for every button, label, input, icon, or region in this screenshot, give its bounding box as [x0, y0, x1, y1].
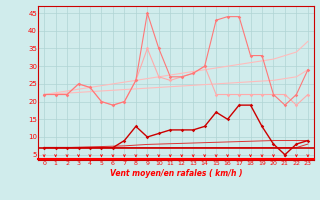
X-axis label: Vent moyen/en rafales ( km/h ): Vent moyen/en rafales ( km/h ) [110, 169, 242, 178]
